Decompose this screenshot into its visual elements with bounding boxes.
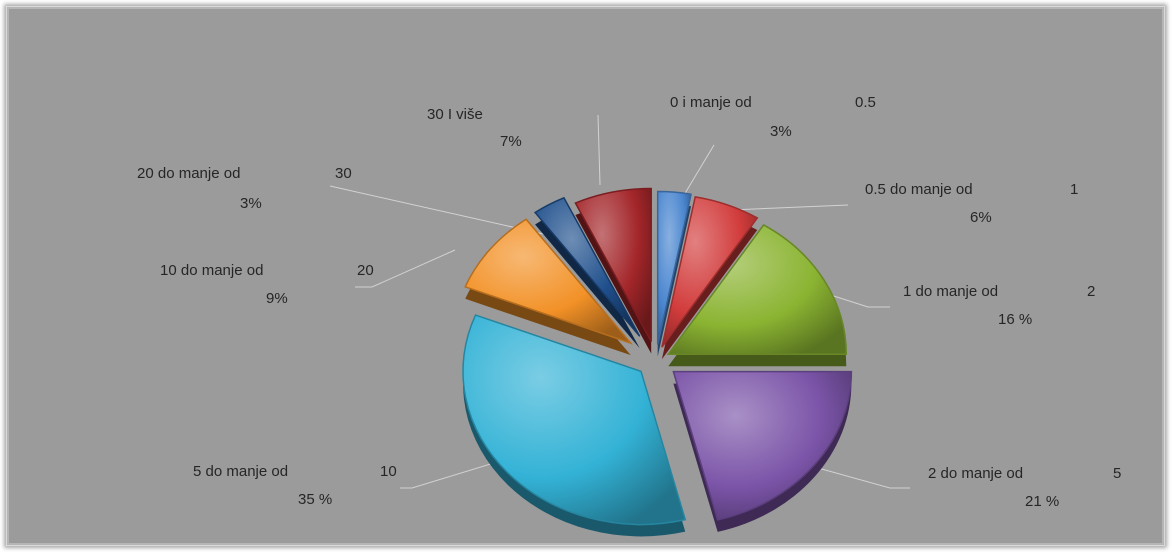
slice-upper-bound-label: 30 <box>335 165 352 182</box>
slice-percent-label: 6% <box>970 209 992 226</box>
pie-slice <box>672 370 853 521</box>
slice-range-label: 10 do manje od <box>160 262 263 279</box>
slice-percent-label: 3% <box>770 123 792 140</box>
leader-line <box>400 454 521 489</box>
pie-slice <box>656 190 692 345</box>
slice-range-label: 1 do manje od <box>903 283 998 300</box>
slice-range-label: 2 do manje od <box>928 465 1023 482</box>
slice-upper-bound-label: 20 <box>357 262 374 279</box>
pie-slice <box>533 196 641 337</box>
leader-line <box>597 114 601 186</box>
slice-range-label: 30 I više <box>427 106 483 123</box>
slice-range-label: 5 do manje od <box>193 463 288 480</box>
slice-percent-label: 7% <box>500 133 522 150</box>
slice-percent-label: 9% <box>266 290 288 307</box>
pie-slice <box>462 314 687 526</box>
slice-percent-label: 21 % <box>1025 493 1059 510</box>
pie-slice <box>574 187 652 342</box>
slice-upper-bound-label: 0.5 <box>855 94 876 111</box>
slice-percent-label: 3% <box>240 195 262 212</box>
leader-line <box>355 249 456 288</box>
slice-percent-label: 16 % <box>998 311 1032 328</box>
pie-slice <box>661 195 759 348</box>
slice-upper-bound-label: 2 <box>1087 283 1095 300</box>
slice-range-label: 0 i manje od <box>670 94 752 111</box>
slice-range-label: 20 do manje od <box>137 165 240 182</box>
slice-range-label: 0.5 do manje od <box>865 181 973 198</box>
pie-slice <box>464 218 634 345</box>
leader-line <box>799 462 910 489</box>
pie-slice <box>666 223 848 355</box>
slice-upper-bound-label: 10 <box>380 463 397 480</box>
slice-percent-label: 35 % <box>298 491 332 508</box>
leader-line <box>729 204 849 211</box>
slice-upper-bound-label: 5 <box>1113 465 1121 482</box>
slice-upper-bound-label: 1 <box>1070 181 1078 198</box>
